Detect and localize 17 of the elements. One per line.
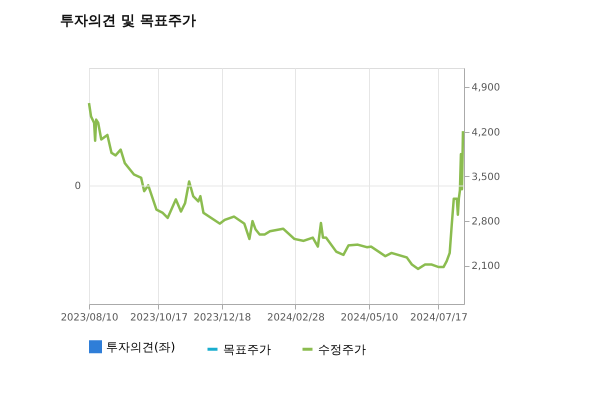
- x-tick-label: 2024/07/17: [410, 312, 468, 324]
- y2-tick-label: 3,500: [472, 172, 500, 183]
- x-tick-label: 2023/10/17: [130, 312, 188, 324]
- legend-label: 투자의견(좌): [106, 340, 176, 354]
- y2-tick-label: 2,100: [472, 261, 500, 272]
- line-series: [88, 102, 464, 270]
- chart-title: 투자의견 및 목표주가: [60, 13, 196, 29]
- y2-tick-label: 2,800: [472, 216, 500, 228]
- text: 0: [74, 181, 81, 192]
- legend-label: 수정주가: [318, 342, 366, 356]
- legend-label: 목표주가: [223, 342, 271, 356]
- x-tick-label: 2024/02/28: [267, 312, 325, 324]
- x-tick-label: 2023/12/18: [194, 312, 252, 324]
- y2-tick-label: 4,200: [472, 127, 500, 138]
- x-tick-label: 2024/05/10: [340, 312, 398, 324]
- y2-tick-label: 4,900: [472, 82, 500, 94]
- x-tick-label: 2023/08/10: [60, 312, 118, 324]
